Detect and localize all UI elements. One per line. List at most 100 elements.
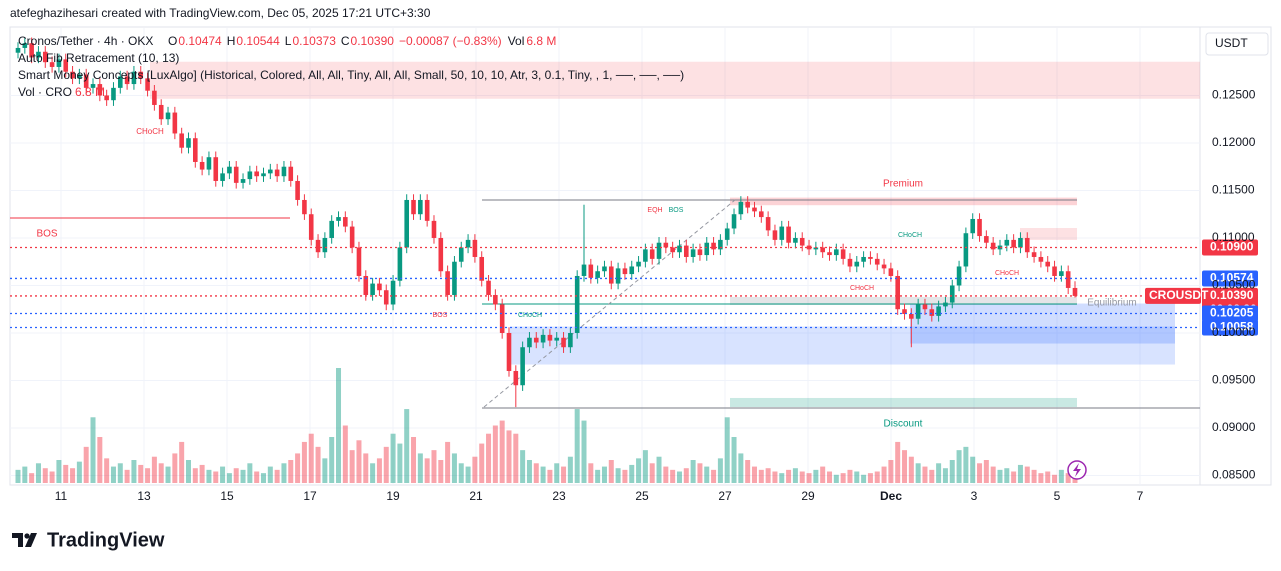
candle-body [465,239,471,248]
volume-bar [888,460,894,483]
volume-bar [581,420,587,483]
zones [10,61,1200,409]
volume-bar [513,433,519,483]
candle-body [424,199,430,221]
price-tag [1202,270,1258,287]
candle-body [806,245,812,250]
annotation: CHoCH [518,312,542,319]
price-tag [1202,319,1258,336]
volume-bar [636,458,642,483]
candle-body [165,112,171,120]
candle-body [656,242,662,259]
candle-body [1052,266,1057,276]
candle-body [827,252,832,256]
y-tick-label: 0.11000 [1212,230,1255,244]
y-tick-label: 0.10000 [1212,325,1256,339]
candle-body [90,84,96,88]
candle-body [895,275,900,310]
volume-bar [97,437,103,483]
candle-body [520,347,525,386]
annotation: CHoCH [136,127,164,136]
volume-bar [479,443,485,483]
candle-body [588,264,594,278]
candle-body [943,302,948,307]
candle-body [227,166,232,174]
volume-bar [765,468,771,483]
volume-bar [963,446,969,483]
y-tick-label: 0.08500 [1212,468,1256,482]
candle-body [759,211,764,218]
candle-body [997,245,1003,250]
volume-bar [206,469,212,483]
volume-bar [799,471,805,483]
candle-body [608,266,614,284]
volume-bar [704,466,710,483]
volume-bar [458,463,464,483]
volume-bar [670,469,676,483]
candle-body [963,233,969,267]
candle-body [595,271,600,278]
volume-bar [1052,474,1058,483]
volume-bar [145,468,151,483]
candle-body [649,249,655,259]
annotation: EQH [647,207,662,214]
volume-bar [745,460,751,483]
candle-body [731,214,737,229]
volume-bar [308,433,314,483]
candle-body [533,337,539,343]
candle-body [268,169,273,174]
volume-bar [540,466,546,483]
candle-body [131,71,137,85]
candle-body [786,226,791,243]
volume-bar [561,466,567,483]
volume-bar [179,441,185,483]
volume-bar [445,441,451,483]
volume-bar [472,456,478,483]
volume-bar [356,440,362,483]
candle-body [840,249,846,259]
volume-bar [833,474,839,483]
candle-body [186,138,191,148]
price-tag-label: 0.10058 [1210,320,1254,334]
candle-body [56,59,62,67]
replay-icon[interactable] [1067,460,1087,480]
volume-bar [861,474,867,483]
volume-bar [608,460,614,483]
volume-bar [315,446,321,483]
volume-bar [42,468,48,483]
candle-body [233,166,239,183]
candle-body [984,236,989,243]
candle-body [622,268,628,275]
candle-body [390,280,396,305]
candle-body [765,217,771,231]
volume-bar [267,466,273,483]
volume-bar [492,425,498,483]
candle-body [854,261,860,267]
volume-bar [117,463,123,483]
x-tick-label: 7 [1137,489,1144,503]
candle-body [254,171,259,177]
price-tag-label: 0.10205 [1210,306,1254,320]
annotation: CHoCH [850,285,874,292]
currency[interactable]: USDT [1215,36,1248,50]
candle-body [124,76,130,85]
volume-bar [697,463,703,483]
annotation: BOS [669,207,684,214]
volume-bar [295,453,301,483]
y-tick-label: 0.10500 [1212,278,1256,292]
candle-body [356,247,362,276]
volume-bar [1011,471,1017,483]
vol-label: Vol [508,34,525,48]
volume-bar [376,458,382,483]
volume-bar [772,471,778,483]
legend: Cronos/Tether · 4h · OKX Auto Fib Retrac… [18,34,684,99]
volume-bar [786,469,792,483]
annotation: Discount [884,419,923,430]
candle-body [179,133,184,148]
volume-bar [486,433,492,483]
candle-body [308,214,314,240]
ohlc-value: 0.10390 [351,34,395,48]
y-tick-label: 0.09500 [1212,373,1256,387]
currency-button[interactable] [1205,32,1269,56]
candle-body [813,247,819,250]
